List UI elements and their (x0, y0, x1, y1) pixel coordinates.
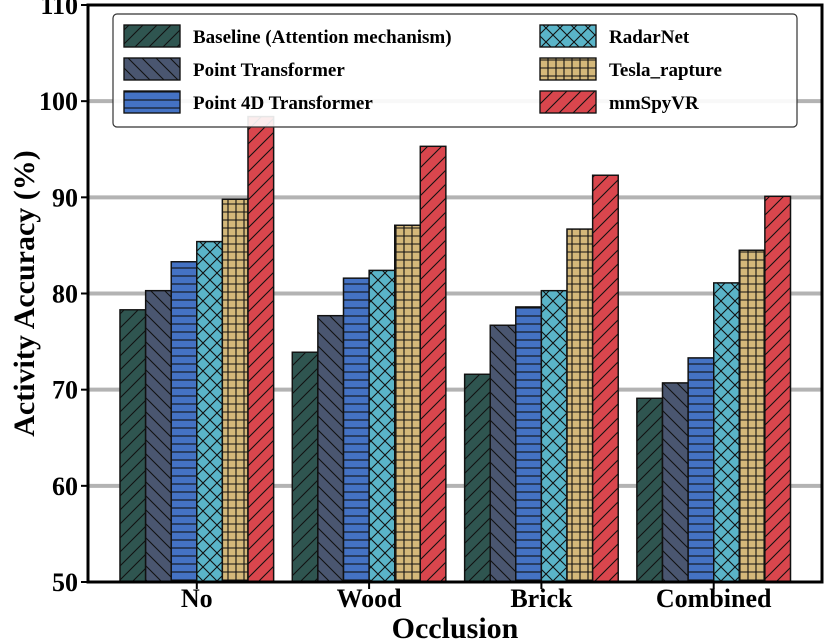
bar-hatch (221, 198, 249, 583)
bar-hatch (661, 382, 689, 583)
bar-hatch (196, 240, 224, 583)
legend-swatch-hatch (123, 90, 181, 114)
bar-hatch (591, 174, 619, 583)
bar-hatch (317, 314, 345, 583)
legend-swatch-hatch (539, 57, 597, 81)
legend-label: mmSpyVR (609, 93, 699, 114)
bar-hatch (247, 115, 275, 583)
bar-hatch (368, 269, 396, 583)
legend-swatch-hatch (123, 57, 181, 81)
bar-hatch (119, 309, 147, 583)
legend-swatch-hatch (539, 24, 597, 48)
y-tick-label: 100 (39, 87, 78, 116)
bar-hatch (342, 277, 370, 583)
bar-hatch (738, 249, 766, 583)
bar-hatch (713, 282, 740, 583)
bar-hatch (764, 195, 792, 583)
bar-hatch (566, 228, 594, 583)
bar-hatch (419, 145, 447, 583)
bar-hatch (515, 306, 543, 583)
x-tick-label: Wood (337, 584, 403, 613)
x-axis-title: Occlusion (392, 612, 519, 642)
y-tick-label: 80 (52, 280, 78, 309)
bar-hatch (540, 289, 568, 583)
bars (119, 115, 792, 583)
bar-hatch (489, 324, 517, 583)
x-tick-label: Brick (510, 584, 573, 613)
bar-hatch (144, 289, 172, 583)
bar-hatch (394, 224, 421, 583)
legend-frame (112, 13, 798, 128)
legend-swatch-hatch (123, 24, 181, 48)
x-tick-label: No (181, 584, 213, 613)
bar-hatch (463, 373, 491, 583)
y-tick-label: 90 (52, 183, 78, 212)
legend-label: Tesla_rapture (609, 60, 722, 81)
y-axis-title: Activity Accuracy (%) (8, 150, 41, 437)
bar-hatch (291, 351, 319, 583)
y-axis-ticks: 50 60 70 80 90 100 110 (39, 0, 88, 597)
legend-swatch-hatch (539, 90, 597, 114)
legend-label: Point Transformer (193, 60, 345, 81)
legend-label: RadarNet (609, 27, 690, 48)
y-tick-label: 110 (40, 0, 78, 20)
bar-hatch (170, 261, 198, 583)
legend-label: Point 4D Transformer (193, 93, 373, 114)
legend-label: Baseline (Attention mechanism) (193, 27, 452, 48)
y-tick-label: 70 (52, 376, 78, 405)
y-tick-label: 60 (52, 472, 78, 501)
bar-hatch (636, 397, 664, 583)
x-tick-label: Combined (656, 584, 772, 613)
y-tick-label: 50 (52, 568, 78, 597)
x-axis-ticks: No Wood Brick Combined (181, 582, 772, 613)
bar-hatch (687, 357, 715, 583)
legend: Baseline (Attention mechanism) Point Tran… (112, 13, 798, 128)
